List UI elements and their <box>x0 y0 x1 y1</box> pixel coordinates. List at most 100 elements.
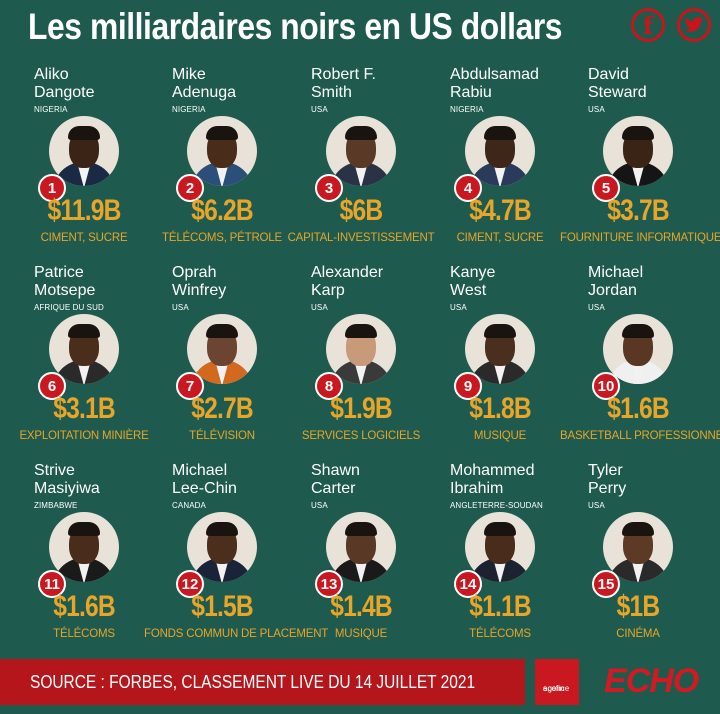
country-label: NIGERIA <box>34 105 68 114</box>
portrait-photo <box>49 116 119 186</box>
portrait-photo <box>187 116 257 186</box>
person-name: Tyler Perry <box>588 462 708 498</box>
portrait-photo <box>326 314 396 384</box>
last-name: Motsepe <box>34 282 96 299</box>
billionaire-card: Alexander Karp USA 8 $1.9B SERVICES LOGICIELS <box>289 264 433 454</box>
net-worth: $1.6B <box>53 590 115 623</box>
rank-badge: 6 <box>38 372 66 400</box>
agence-ecofin-logo: agence ecofin <box>535 659 579 705</box>
last-name: Ibrahim <box>450 480 504 497</box>
sector-label: TÉLÉVISION <box>189 430 255 442</box>
person-name: Patrice Motsepe <box>34 264 154 300</box>
sector-label: EXPLOITATION MINIÈRE <box>19 430 149 442</box>
net-worth: $1.5B <box>191 590 253 623</box>
rank-badge: 7 <box>176 372 204 400</box>
last-name: Winfrey <box>172 282 227 299</box>
first-name: Aliko <box>34 66 69 83</box>
echo-logo: ECHO <box>604 662 699 700</box>
country-label: USA <box>588 303 605 312</box>
sector-label: MUSIQUE <box>473 430 527 442</box>
person-name: Alexander Karp <box>311 264 431 300</box>
first-name: Michael <box>588 264 644 281</box>
country-label: USA <box>588 105 605 114</box>
rank-badge: 2 <box>176 174 204 202</box>
billionaire-card: Patrice Motsepe AFRIQUE DU SUD 6 $3.1B EXPLOI… <box>12 264 156 454</box>
portrait-photo <box>326 512 396 582</box>
billionaire-card: Mike Adenuga NIGERIA 2 $6.2B TÉLÉCOMS, PÉTROL… <box>150 66 294 256</box>
first-name: Kanye <box>450 264 496 281</box>
billionaire-card: Michael Jordan USA 10 $1.6B BASKETBALL PROFES… <box>560 264 720 454</box>
last-name: Jordan <box>588 282 637 299</box>
sector-label: FONDS COMMUN DE PLACEMENT <box>144 628 329 640</box>
net-worth: $11.9B <box>47 194 121 227</box>
person-name: Shawn Carter <box>311 462 431 498</box>
rank-badge: 4 <box>454 174 482 202</box>
page-title: Les milliardaires noirs en US dollars <box>28 6 563 47</box>
last-name: Lee-Chin <box>172 480 237 497</box>
rank-badge: 3 <box>315 174 343 202</box>
country-label: USA <box>172 303 189 312</box>
billionaire-card: Mohammed Ibrahim ANGLETERRE-SOUDAN 14 $1.1B T… <box>428 462 572 652</box>
person-name: Michael Lee-Chin <box>172 462 292 498</box>
person-name: Kanye West <box>450 264 570 300</box>
person-name: Oprah Winfrey <box>172 264 292 300</box>
first-name: Tyler <box>588 462 623 479</box>
person-name: Strive Masiyiwa <box>34 462 154 498</box>
rank-badge: 11 <box>38 570 66 598</box>
sector-label: SERVICES LOGICIELS <box>301 430 421 442</box>
sector-label: BASKETBALL PROFESSIONNEL <box>560 430 720 442</box>
sector-label: TÉLÉCOMS <box>469 628 531 640</box>
net-worth: $3.7B <box>607 194 669 227</box>
country-label: ZIMBABWE <box>34 501 78 510</box>
billionaire-card: Tyler Perry USA 15 $1B CINÉMA <box>566 462 710 652</box>
country-label: CANADA <box>172 501 206 510</box>
rank-badge: 13 <box>315 570 343 598</box>
rank-badge: 12 <box>176 570 204 598</box>
net-worth: $1B <box>616 590 660 623</box>
billionaire-card: Abdulsamad Rabiu NIGERIA 4 $4.7B CIMENT, SUCR… <box>428 66 572 256</box>
country-label: NIGERIA <box>172 105 206 114</box>
person-name: Mike Adenuga <box>172 66 292 102</box>
net-worth: $1.4B <box>330 590 392 623</box>
first-name: Mike <box>172 66 206 83</box>
person-name: Michael Jordan <box>588 264 708 300</box>
net-worth: $1.9B <box>330 392 392 425</box>
twitter-bird-icon <box>684 16 704 32</box>
net-worth: $3.1B <box>53 392 115 425</box>
first-name: Mohammed <box>450 462 535 479</box>
twitter-icon[interactable] <box>677 8 711 42</box>
country-label: ANGLETERRE-SOUDAN <box>450 501 543 510</box>
person-name: Aliko Dangote <box>34 66 154 102</box>
last-name: Dangote <box>34 84 95 101</box>
first-name: Patrice <box>34 264 84 281</box>
country-label: USA <box>311 105 328 114</box>
net-worth: $1.1B <box>469 590 531 623</box>
facebook-icon[interactable]: f <box>631 8 665 42</box>
sector-label: CIMENT, SUCRE <box>456 232 544 244</box>
source-bar: SOURCE : FORBES, CLASSEMENT LIVE DU 14 J… <box>0 659 525 705</box>
country-label: USA <box>311 501 328 510</box>
country-label: USA <box>450 303 467 312</box>
rank-badge: 9 <box>454 372 482 400</box>
first-name: Robert F. <box>311 66 376 83</box>
net-worth: $2.7B <box>191 392 253 425</box>
rank-badge: 14 <box>454 570 482 598</box>
net-worth: $6.2B <box>191 194 253 227</box>
first-name: Michael <box>172 462 228 479</box>
last-name: Adenuga <box>172 84 237 101</box>
billionaire-card: Kanye West USA 9 $1.8B MUSIQUE <box>428 264 572 454</box>
billionaire-card: Michael Lee-Chin CANADA 12 $1.5B FONDS COMMUN… <box>144 462 328 652</box>
last-name: Carter <box>311 480 356 497</box>
billionaire-card: Strive Masiyiwa ZIMBABWE 11 $1.6B TÉLÉCOMS <box>12 462 156 652</box>
person-name: Mohammed Ibrahim <box>450 462 570 498</box>
rank-badge: 8 <box>315 372 343 400</box>
portrait-photo <box>603 314 673 384</box>
portrait-photo <box>49 512 119 582</box>
sector-label: CINÉMA <box>616 628 660 640</box>
first-name: Abdulsamad <box>450 66 539 83</box>
rank-badge: 1 <box>38 174 66 202</box>
last-name: Karp <box>311 282 345 299</box>
source-text: SOURCE : FORBES, CLASSEMENT LIVE DU 14 J… <box>30 672 476 692</box>
person-name: Robert F. Smith <box>311 66 431 102</box>
billionaire-card: Robert F. Smith USA 3 $6B CAPITAL-INVESTISSEM… <box>288 66 435 256</box>
